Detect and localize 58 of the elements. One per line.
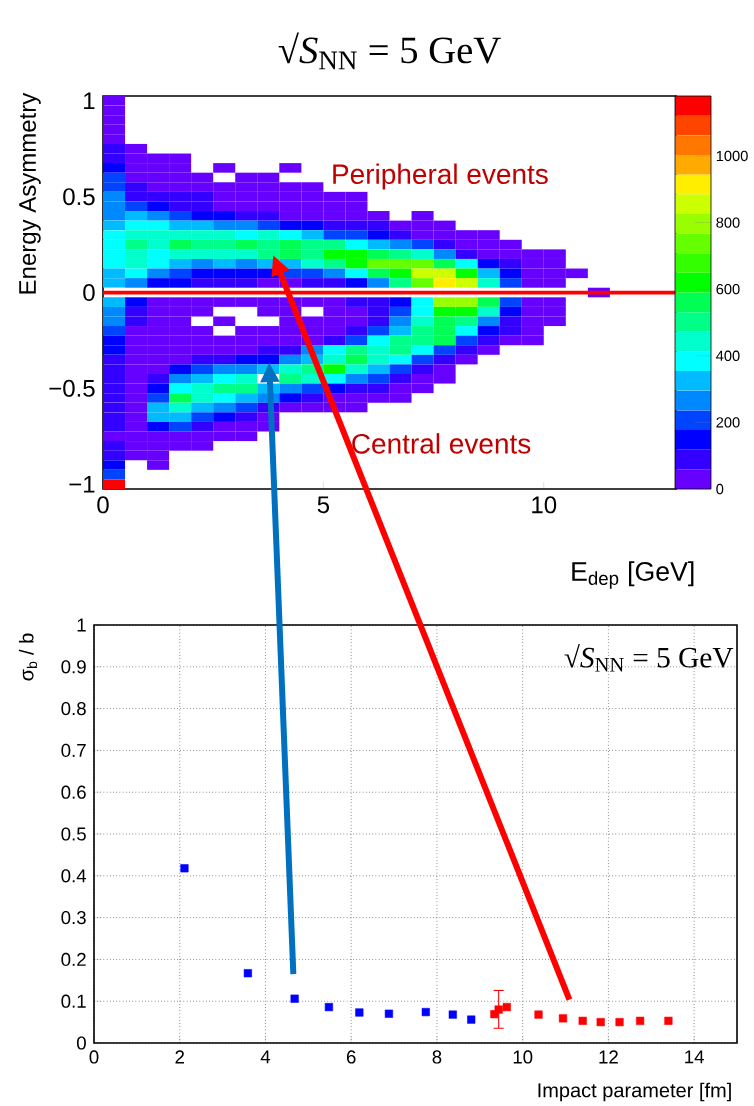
x-tick-label: 10 (513, 1050, 533, 1064)
point (355, 1008, 364, 1017)
point (467, 1015, 476, 1024)
point (615, 1018, 624, 1027)
annotation: Peripheral events (333, 163, 548, 190)
point (664, 1016, 673, 1025)
point (421, 1008, 430, 1017)
color-bar-label: 0 (716, 483, 724, 495)
y-tick-label: 0.7 (61, 743, 86, 758)
x-tick-label: 0 (97, 496, 109, 514)
y-tick-label: 0.1 (61, 994, 86, 1008)
color-bar-label: 400 (716, 350, 740, 361)
annotation: Central events (352, 433, 531, 454)
x-tick-label: 4 (260, 1050, 271, 1064)
point (636, 1016, 645, 1025)
x-tick-label: 12 (599, 1050, 618, 1064)
chart-title: √S$_{NN}$ = 5 GeV (278, 32, 501, 70)
x-tick-label: 14 (685, 1050, 704, 1064)
y-tick-label: 0 (83, 284, 95, 301)
color-bar-label: 800 (716, 217, 740, 228)
y-tick-label: 0.6 (61, 785, 86, 799)
x-axis-title: E$_{dep}$ [GeV] (572, 561, 694, 589)
point (502, 1002, 511, 1012)
y-tick-label: 0.5 (61, 827, 86, 841)
y-axis-title: Energy Asymmetry (19, 92, 41, 294)
point (558, 1014, 568, 1023)
y-tick-label: 1 (77, 618, 86, 632)
annotation: √S$_{NN}$ = 5 GeV (564, 644, 734, 672)
x-tick-label: 2 (175, 1050, 184, 1064)
point (578, 1016, 587, 1025)
color-bar-label: 200 (716, 417, 740, 428)
point (180, 864, 189, 873)
y-tick-label: −0.5 (49, 379, 95, 397)
y-tick-label: 0 (76, 1036, 86, 1050)
x-tick-label: 6 (346, 1050, 356, 1064)
x-tick-label: 5 (317, 496, 330, 514)
y-tick-label: 0.9 (61, 660, 86, 674)
x-tick-label: 10 (532, 496, 557, 514)
y-tick-label: 0.8 (61, 701, 86, 716)
y-tick-label: −1 (69, 475, 95, 493)
point (494, 1005, 503, 1014)
point (534, 1010, 543, 1019)
y-tick-label: 0.4 (61, 869, 87, 883)
x-tick-label: 8 (432, 1050, 442, 1064)
color-bar-label: 600 (716, 284, 740, 295)
y-tick-label: 0.2 (61, 952, 86, 967)
point (384, 1009, 393, 1018)
y-tick-label: 1 (84, 92, 95, 110)
x-axis-title: Impact parameter [fm] (538, 1082, 731, 1102)
point (596, 1018, 605, 1027)
y-axis-title: σ$_{b}$ / b (18, 633, 38, 681)
point (448, 1010, 457, 1019)
color-bar-label: 1000 (716, 150, 748, 162)
point (324, 1002, 333, 1012)
point (243, 969, 252, 978)
y-tick-label: 0.3 (61, 910, 86, 925)
point (290, 994, 299, 1003)
y-tick-label: 0.5 (63, 188, 95, 206)
